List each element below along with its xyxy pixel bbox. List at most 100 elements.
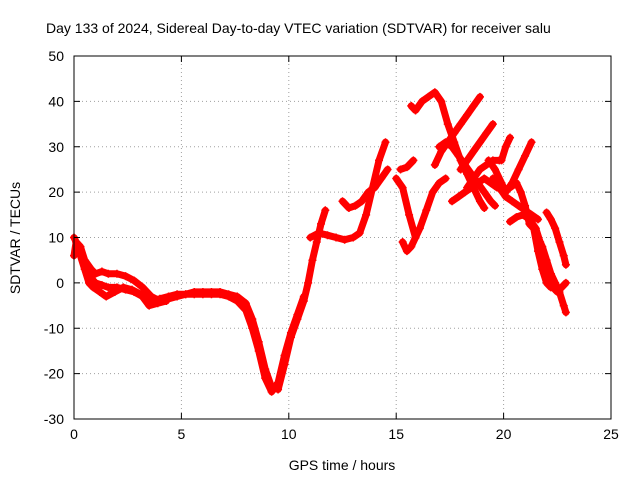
y-tick-label: -10 xyxy=(44,320,64,336)
plus-marker xyxy=(89,283,98,292)
series-track xyxy=(457,120,497,173)
plus-marker xyxy=(411,106,420,115)
plus-marker xyxy=(527,138,536,147)
plus-marker xyxy=(411,233,420,242)
plus-marker xyxy=(76,251,85,260)
plus-marker xyxy=(357,197,366,206)
plus-marker xyxy=(190,290,199,299)
plus-marker xyxy=(398,183,407,192)
series-1 xyxy=(70,206,330,394)
plus-marker xyxy=(383,165,392,174)
plus-marker xyxy=(286,328,295,337)
plus-marker xyxy=(521,201,530,210)
plus-marker xyxy=(435,179,444,188)
chart-title: Day 133 of 2024, Sidereal Day-to-day VTE… xyxy=(46,20,551,36)
plus-marker xyxy=(415,224,424,233)
plus-marker xyxy=(448,197,457,206)
plus-marker xyxy=(349,233,358,242)
plus-marker xyxy=(110,287,119,296)
x-tick-label: 25 xyxy=(603,426,619,442)
plus-marker xyxy=(561,260,570,269)
plus-marker xyxy=(254,346,263,355)
plus-marker xyxy=(506,133,515,142)
plus-marker xyxy=(422,206,431,215)
plus-marker xyxy=(463,156,472,165)
plus-marker xyxy=(407,242,416,251)
plus-marker xyxy=(456,165,465,174)
plus-marker xyxy=(344,204,353,213)
plus-marker xyxy=(486,197,495,206)
plus-marker xyxy=(405,210,414,219)
series-7 xyxy=(396,156,418,174)
series-21 xyxy=(542,208,570,269)
plus-marker xyxy=(506,183,515,192)
plus-marker xyxy=(521,151,530,160)
plus-marker xyxy=(463,183,472,192)
plus-marker xyxy=(145,301,154,310)
plus-marker xyxy=(72,242,81,251)
plus-marker xyxy=(355,228,364,237)
series-8 xyxy=(398,233,420,256)
plus-marker xyxy=(542,208,551,217)
x-tick-label: 0 xyxy=(70,426,78,442)
plus-marker xyxy=(497,156,506,165)
plus-marker xyxy=(475,165,484,174)
plus-marker xyxy=(448,142,457,151)
plus-marker xyxy=(441,138,450,147)
plus-marker xyxy=(561,308,570,317)
plus-marker xyxy=(559,251,568,260)
series-track xyxy=(70,206,329,393)
plus-marker xyxy=(512,179,521,188)
plus-marker xyxy=(233,297,242,306)
plus-marker xyxy=(529,224,538,233)
plus-marker xyxy=(362,210,371,219)
plus-marker xyxy=(130,276,139,285)
y-tick-label: 50 xyxy=(48,48,64,64)
plus-marker xyxy=(321,206,330,215)
plus-marker xyxy=(351,201,360,210)
plus-marker xyxy=(497,179,506,188)
plus-marker xyxy=(102,292,111,301)
series-13 xyxy=(456,120,497,174)
series-5 xyxy=(338,165,392,213)
plus-marker xyxy=(323,231,332,240)
plus-marker xyxy=(80,265,89,274)
plus-marker xyxy=(267,387,276,396)
axis-ticks xyxy=(73,55,612,420)
plus-marker xyxy=(119,283,128,292)
plus-marker xyxy=(441,174,450,183)
plus-marker xyxy=(514,165,523,174)
plus-marker xyxy=(162,297,171,306)
plus-marker xyxy=(435,142,444,151)
plus-marker xyxy=(95,287,104,296)
plus-marker xyxy=(370,183,379,192)
plus-marker xyxy=(561,278,570,287)
plus-marker xyxy=(428,188,437,197)
series-17 xyxy=(497,133,515,165)
plus-marker xyxy=(456,120,465,129)
plus-marker xyxy=(488,120,497,129)
x-tick-label: 5 xyxy=(178,426,186,442)
plus-marker xyxy=(97,267,106,276)
plus-marker xyxy=(480,204,489,213)
series-track xyxy=(431,93,484,169)
x-tick-label: 15 xyxy=(388,426,404,442)
plus-marker xyxy=(533,215,542,224)
plus-marker xyxy=(153,299,162,308)
plus-marker xyxy=(181,290,190,299)
series-track xyxy=(70,234,308,396)
plus-marker xyxy=(508,197,517,206)
plus-marker xyxy=(443,120,452,129)
plus-marker xyxy=(525,215,534,224)
series-4 xyxy=(306,138,390,244)
plus-marker xyxy=(555,238,564,247)
plus-marker xyxy=(469,174,478,183)
plus-marker xyxy=(173,290,182,299)
plus-marker xyxy=(207,290,216,299)
plus-marker xyxy=(216,290,225,299)
plus-marker xyxy=(516,188,525,197)
plus-marker xyxy=(469,101,478,110)
plus-marker xyxy=(241,306,250,315)
plus-marker xyxy=(274,378,283,387)
plus-marker xyxy=(127,285,136,294)
